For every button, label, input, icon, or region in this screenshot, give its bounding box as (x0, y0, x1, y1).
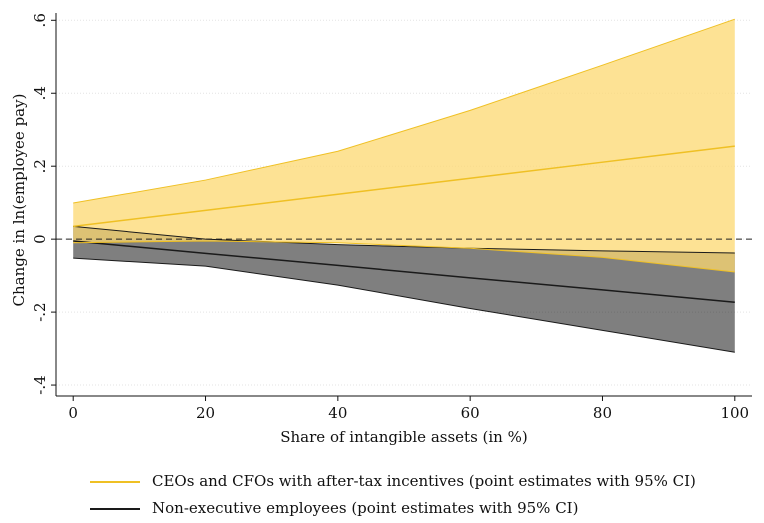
x-tick-label: 80 (593, 404, 612, 422)
x-tick-label: 60 (461, 404, 480, 422)
y-tick-label: .6 (31, 13, 49, 27)
y-tick-label: -.2 (31, 302, 49, 321)
line (73, 240, 735, 304)
ci-bound (73, 240, 735, 273)
ci-bound (73, 18, 735, 204)
y-tick-label: .2 (31, 159, 49, 173)
ci-band (73, 226, 735, 353)
y-axis-title: Change in ln(employee pay) (10, 94, 28, 307)
ci-band (73, 19, 735, 272)
x-axis-title: Share of intangible assets (in %) (280, 428, 527, 446)
y-tick-label: -.4 (31, 375, 49, 394)
line (73, 145, 735, 228)
x-tick-label: 20 (196, 404, 215, 422)
x-tick-label: 100 (720, 404, 749, 422)
x-tick-label: 0 (68, 404, 78, 422)
y-tick-label: 0 (31, 234, 49, 244)
legend-label: CEOs and CFOs with after-tax incentives … (152, 472, 696, 490)
ci-bound (73, 257, 735, 353)
ci-bound (73, 225, 735, 254)
x-tick-label: 40 (328, 404, 347, 422)
y-tick-label: .4 (31, 86, 49, 100)
legend-label: Non-executive employees (point estimates… (152, 499, 578, 517)
